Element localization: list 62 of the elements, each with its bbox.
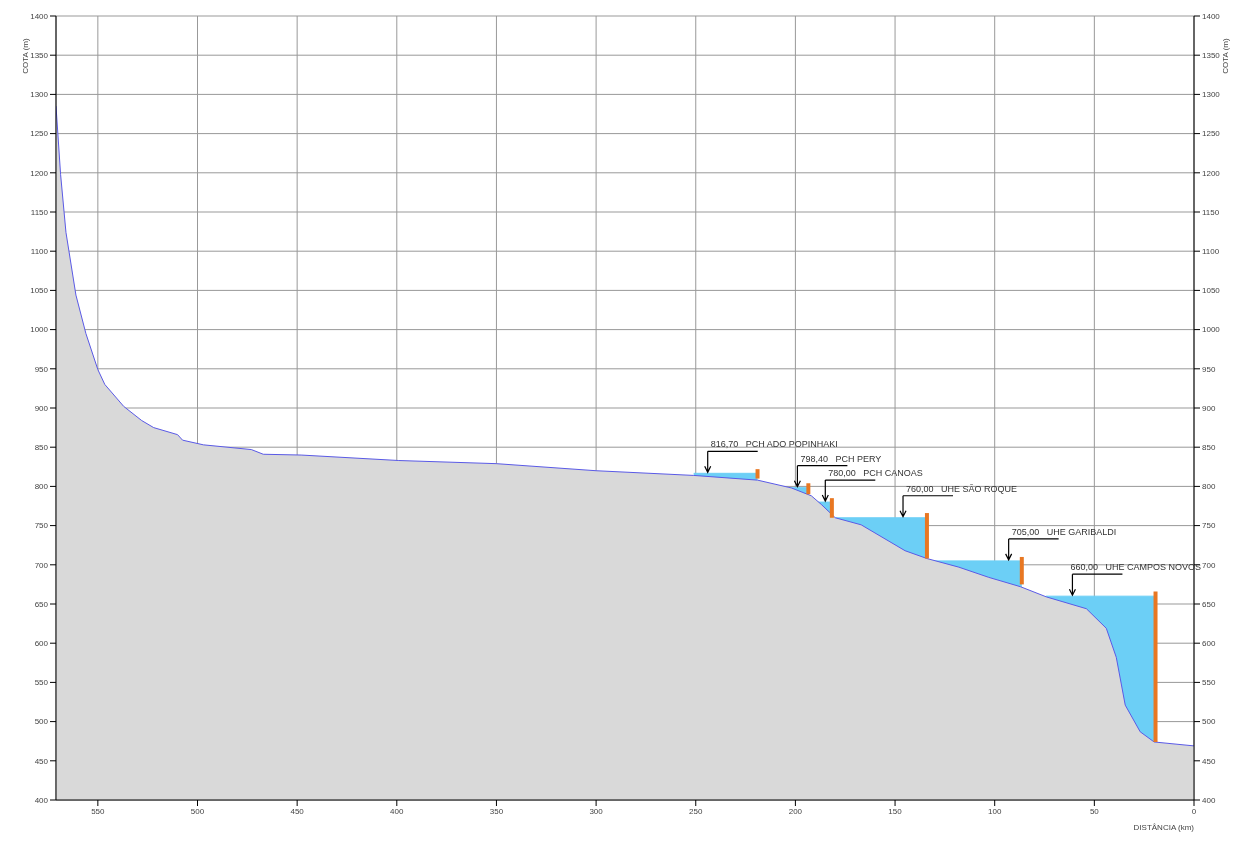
x-tick-label: 250 (689, 806, 703, 816)
y2-tick-label: 550 (1202, 678, 1216, 688)
y-tick-label: 900 (34, 403, 49, 413)
y-tick-label: 800 (34, 482, 49, 492)
y2-axis-title: COTA (m) (1221, 37, 1230, 74)
y2-tick-label: 650 (1202, 599, 1216, 609)
y-tick-label: 600 (34, 639, 49, 649)
x-tick-label: 0 (1191, 806, 1197, 816)
y2-tick-label: 700 (1202, 560, 1216, 570)
y2-tick-label: 600 (1202, 639, 1216, 649)
y2-tick-label: 1250 (1202, 129, 1221, 139)
x-tick-label: 200 (788, 806, 803, 816)
y-tick-label: 450 (34, 756, 49, 766)
x-tick-label: 450 (290, 806, 305, 816)
x-tick-label: 150 (888, 806, 903, 816)
y2-tick-label: 1300 (1202, 90, 1221, 100)
y2-tick-label: 1100 (1202, 247, 1220, 257)
y-tick-label: 1350 (30, 51, 49, 61)
y2-tick-label: 1150 (1202, 207, 1220, 217)
y2-tick-label: 950 (1202, 364, 1216, 374)
y-tick-label: 650 (34, 599, 49, 609)
y-tick-label: 1100 (30, 247, 49, 257)
y-tick-label: 850 (34, 443, 49, 453)
annotation: 760,00 UHE SÃO ROQUE (906, 483, 1018, 494)
annotation: 780,00 PCH CANOAS (828, 468, 923, 479)
x-tick-label: 100 (988, 806, 1002, 816)
y-tick-label: 1400 (30, 11, 49, 21)
annotation: 705,00 UHE GARIBALDI (1011, 526, 1117, 537)
annotation: 816,70 PCH ADO POPINHAKI (710, 439, 838, 450)
y2-tick-label: 750 (1202, 521, 1216, 531)
y-tick-label: 1200 (30, 168, 49, 178)
x-axis-title: DISTÂNCIA (km) (1133, 823, 1195, 832)
x-tick-label: 350 (489, 806, 504, 816)
x-tick-label: 550 (91, 806, 106, 816)
y2-tick-label: 1400 (1202, 11, 1221, 21)
y-axis-title: COTA (m) (21, 37, 30, 74)
y2-tick-label: 1350 (1202, 51, 1221, 61)
y-tick-label: 1150 (30, 207, 49, 217)
y-tick-label: 1300 (30, 90, 49, 100)
y2-tick-label: 1050 (1202, 286, 1221, 296)
y2-tick-label: 450 (1202, 756, 1216, 766)
x-tick-label: 500 (190, 806, 205, 816)
y2-tick-label: 1000 (1202, 325, 1221, 335)
x-tick-label: 50 (1089, 806, 1100, 816)
y2-tick-label: 800 (1202, 482, 1216, 492)
y-tick-label: 1000 (30, 325, 49, 335)
y-tick-label: 400 (34, 795, 49, 805)
y2-tick-label: 900 (1202, 403, 1216, 413)
x-tick-label: 400 (390, 806, 405, 816)
y-tick-label: 950 (34, 364, 49, 374)
y-tick-label: 550 (34, 678, 49, 688)
y-tick-label: 700 (34, 560, 49, 570)
y-tick-label: 750 (34, 521, 49, 531)
y2-tick-label: 1200 (1202, 168, 1221, 178)
annotation: 798,40 PCH PERY (800, 453, 882, 464)
x-tick-label: 300 (589, 806, 604, 816)
y2-tick-label: 850 (1202, 443, 1216, 453)
y-tick-label: 1250 (30, 129, 49, 139)
y2-tick-label: 400 (1202, 795, 1216, 805)
y2-tick-label: 500 (1202, 717, 1216, 727)
y-tick-label: 1050 (30, 286, 49, 296)
y-tick-label: 500 (34, 717, 49, 727)
